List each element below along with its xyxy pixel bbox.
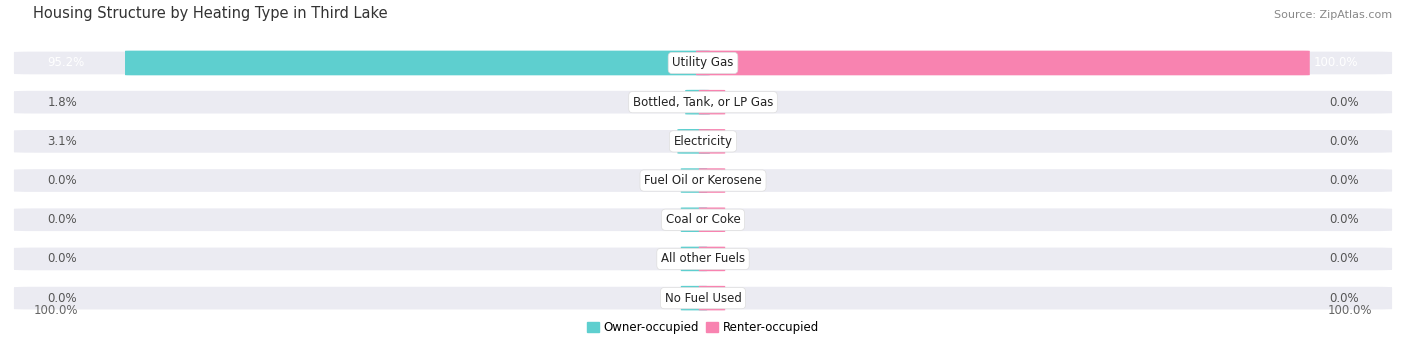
FancyBboxPatch shape bbox=[699, 129, 725, 154]
FancyBboxPatch shape bbox=[678, 129, 710, 154]
FancyBboxPatch shape bbox=[13, 50, 1393, 76]
Text: 100.0%: 100.0% bbox=[34, 304, 77, 317]
FancyBboxPatch shape bbox=[13, 246, 1393, 272]
FancyBboxPatch shape bbox=[696, 50, 1310, 75]
FancyBboxPatch shape bbox=[681, 168, 707, 193]
Text: 0.0%: 0.0% bbox=[48, 174, 77, 187]
Text: Coal or Coke: Coal or Coke bbox=[665, 213, 741, 226]
Text: Fuel Oil or Kerosene: Fuel Oil or Kerosene bbox=[644, 174, 762, 187]
Text: 0.0%: 0.0% bbox=[48, 252, 77, 265]
FancyBboxPatch shape bbox=[681, 247, 707, 271]
FancyBboxPatch shape bbox=[699, 168, 725, 193]
Text: All other Fuels: All other Fuels bbox=[661, 252, 745, 265]
Text: Electricity: Electricity bbox=[673, 135, 733, 148]
Text: Housing Structure by Heating Type in Third Lake: Housing Structure by Heating Type in Thi… bbox=[34, 6, 388, 21]
Text: 100.0%: 100.0% bbox=[1329, 304, 1372, 317]
Text: 100.0%: 100.0% bbox=[1315, 57, 1358, 70]
Text: 0.0%: 0.0% bbox=[1329, 213, 1358, 226]
FancyBboxPatch shape bbox=[699, 247, 725, 271]
FancyBboxPatch shape bbox=[699, 286, 725, 310]
FancyBboxPatch shape bbox=[13, 168, 1393, 193]
FancyBboxPatch shape bbox=[699, 207, 725, 232]
Text: No Fuel Used: No Fuel Used bbox=[665, 292, 741, 305]
FancyBboxPatch shape bbox=[681, 286, 707, 310]
Text: 0.0%: 0.0% bbox=[1329, 252, 1358, 265]
Text: 0.0%: 0.0% bbox=[48, 292, 77, 305]
Text: 95.2%: 95.2% bbox=[48, 57, 84, 70]
Text: 1.8%: 1.8% bbox=[48, 96, 77, 109]
FancyBboxPatch shape bbox=[13, 89, 1393, 115]
Legend: Owner-occupied, Renter-occupied: Owner-occupied, Renter-occupied bbox=[582, 316, 824, 339]
Text: 0.0%: 0.0% bbox=[1329, 96, 1358, 109]
Text: Bottled, Tank, or LP Gas: Bottled, Tank, or LP Gas bbox=[633, 96, 773, 109]
Text: Source: ZipAtlas.com: Source: ZipAtlas.com bbox=[1274, 10, 1392, 20]
Text: 0.0%: 0.0% bbox=[1329, 135, 1358, 148]
FancyBboxPatch shape bbox=[125, 50, 710, 75]
FancyBboxPatch shape bbox=[699, 90, 725, 115]
FancyBboxPatch shape bbox=[681, 207, 707, 232]
FancyBboxPatch shape bbox=[13, 207, 1393, 233]
Text: 0.0%: 0.0% bbox=[1329, 292, 1358, 305]
Text: 0.0%: 0.0% bbox=[1329, 174, 1358, 187]
FancyBboxPatch shape bbox=[685, 90, 710, 115]
Text: 3.1%: 3.1% bbox=[48, 135, 77, 148]
FancyBboxPatch shape bbox=[13, 129, 1393, 154]
Text: 0.0%: 0.0% bbox=[48, 213, 77, 226]
Text: Utility Gas: Utility Gas bbox=[672, 57, 734, 70]
FancyBboxPatch shape bbox=[13, 285, 1393, 311]
